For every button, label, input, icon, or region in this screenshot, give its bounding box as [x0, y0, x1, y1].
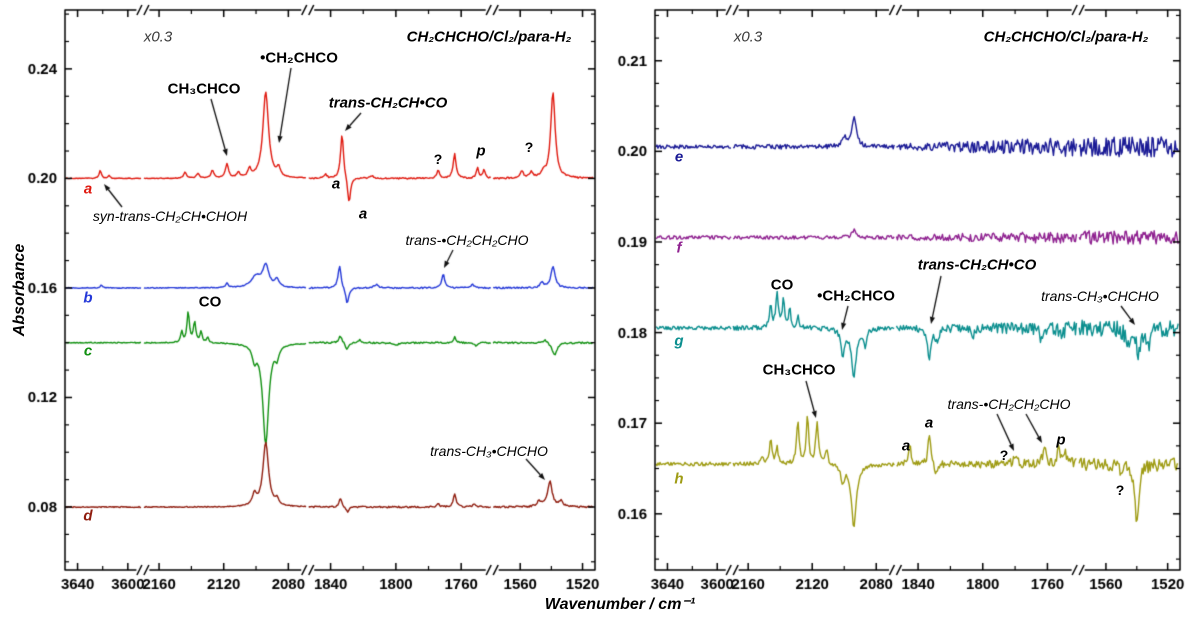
y-axis-title: Absorbance [11, 243, 28, 337]
x-axis-title: Wavenumber / cm⁻¹ [544, 596, 696, 613]
